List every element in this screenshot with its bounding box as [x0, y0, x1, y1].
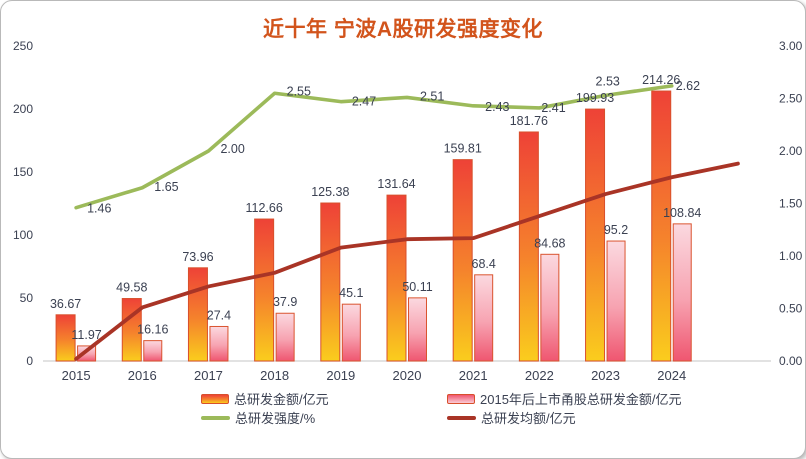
bar-total-rd [452, 159, 473, 362]
x-axis-year-label: 2019 [326, 368, 355, 383]
data-label-post2015-rd: 16.16 [137, 323, 168, 337]
data-label-rd-intensity: 2.47 [352, 95, 376, 109]
bar-post2015-rd [540, 253, 560, 362]
right-axis-tick-label: 0.50 [779, 302, 803, 316]
bar-post2015-rd [408, 297, 427, 362]
x-axis-year-label: 2021 [459, 368, 488, 383]
legend-item-post2015-rd: 2015年后上市甬股总研发金额/亿元 [447, 391, 682, 407]
data-label-post2015-rd: 37.9 [273, 295, 297, 309]
left-axis-tick-label: 250 [13, 39, 33, 53]
data-label-rd-intensity: 1.65 [154, 180, 178, 194]
data-label-total-rd: 73.96 [182, 250, 213, 264]
right-axis-tick-label: 1.50 [779, 197, 803, 211]
data-label-post2015-rd: 45.1 [339, 286, 363, 300]
data-label-rd-intensity: 2.51 [420, 89, 444, 103]
bar-total-rd [585, 108, 606, 362]
data-label-post2015-rd: 11.97 [71, 328, 101, 342]
legend-item-rd-average: 总研发均额/亿元 [447, 410, 576, 426]
bar-post2015-rd [209, 325, 229, 362]
x-axis-year-label: 2023 [591, 368, 620, 383]
legend-label: 2015年后上市甬股总研发金额/亿元 [480, 392, 682, 407]
x-axis-year-label: 2020 [393, 368, 422, 383]
right-axis-tick-label: 2.50 [779, 92, 803, 106]
x-axis-year-label: 2022 [525, 368, 554, 383]
bar-post2015-rd [77, 345, 97, 362]
legend-label: 总研发金额/亿元 [234, 392, 329, 407]
data-label-total-rd: 131.64 [377, 177, 415, 191]
data-label-rd-intensity: 2.00 [220, 142, 244, 156]
right-axis-tick-label: 1.00 [779, 249, 803, 263]
data-label-post2015-rd: 27.4 [207, 308, 231, 322]
data-label-rd-intensity: 2.62 [676, 79, 700, 93]
data-label-total-rd: 125.38 [311, 185, 349, 199]
x-axis-year-label: 2015 [62, 368, 91, 383]
line-rd-intensity [74, 84, 674, 210]
legend-swatch-green-line-icon [201, 415, 230, 420]
legend-label: 总研发强度/% [235, 411, 316, 426]
data-label-rd-intensity: 2.41 [541, 101, 565, 115]
left-axis-tick-label: 100 [13, 228, 33, 242]
bar-total-rd [55, 314, 76, 362]
x-axis-year-label: 2017 [194, 368, 223, 383]
legend-swatch-orange-bar-icon [201, 393, 229, 404]
right-axis-tick-label: 0.00 [779, 354, 803, 368]
left-axis-tick-label: 150 [13, 165, 33, 179]
data-label-post2015-rd: 50.11 [402, 280, 432, 294]
legend-label: 总研发均额/亿元 [481, 411, 576, 426]
bar-total-rd [651, 90, 672, 362]
legend-item-rd-intensity: 总研发强度/% [201, 410, 316, 426]
bar-post2015-rd [275, 312, 295, 362]
data-label-total-rd: 159.81 [444, 142, 482, 156]
bar-total-rd [254, 218, 275, 362]
bar-post2015-rd [606, 240, 626, 362]
bar-total-rd [518, 131, 539, 362]
legend-swatch-pink-bar-icon [447, 393, 475, 404]
left-axis-tick-label: 50 [20, 291, 34, 305]
bar-total-rd [187, 267, 208, 362]
data-label-total-rd: 36.67 [50, 297, 81, 311]
chart-title: 近十年 宁波A股研发强度变化 [263, 18, 543, 41]
data-label-post2015-rd: 84.68 [534, 236, 565, 250]
bar-total-rd [320, 202, 341, 362]
left-axis-tick-label: 200 [13, 102, 33, 116]
x-axis-year-label: 2016 [128, 368, 157, 383]
x-axis-year-label: 2024 [657, 368, 686, 383]
bar-post2015-rd [474, 274, 494, 362]
bar-post2015-rd [143, 340, 163, 362]
data-label-total-rd: 181.76 [510, 114, 548, 128]
data-label-rd-intensity: 2.53 [596, 74, 620, 88]
right-axis-tick-label: 2.00 [779, 144, 803, 158]
data-label-total-rd: 112.66 [245, 201, 282, 215]
data-label-post2015-rd: 95.2 [604, 223, 628, 237]
bar-post2015-rd [672, 223, 692, 362]
left-axis-tick-label: 0 [26, 354, 33, 368]
legend-item-total-rd: 总研发金额/亿元 [201, 391, 329, 407]
data-label-post2015-rd: 68.4 [472, 257, 496, 271]
bar-total-rd [386, 194, 407, 362]
bar-post2015-rd [341, 303, 361, 362]
data-label-rd-intensity: 1.46 [87, 202, 111, 216]
data-label-post2015-rd: 108.84 [663, 206, 701, 220]
data-label-rd-intensity: 2.43 [485, 100, 509, 114]
data-label-total-rd: 214.26 [642, 73, 680, 87]
right-axis-tick-label: 3.00 [779, 39, 803, 53]
data-label-total-rd: 49.58 [116, 281, 147, 295]
legend-swatch-darkred-line-icon [447, 415, 476, 420]
x-axis-year-label: 2018 [260, 368, 289, 383]
line-rd-average [74, 161, 740, 361]
data-label-rd-intensity: 2.55 [287, 84, 311, 98]
data-label-total-rd: 199.93 [576, 91, 614, 105]
